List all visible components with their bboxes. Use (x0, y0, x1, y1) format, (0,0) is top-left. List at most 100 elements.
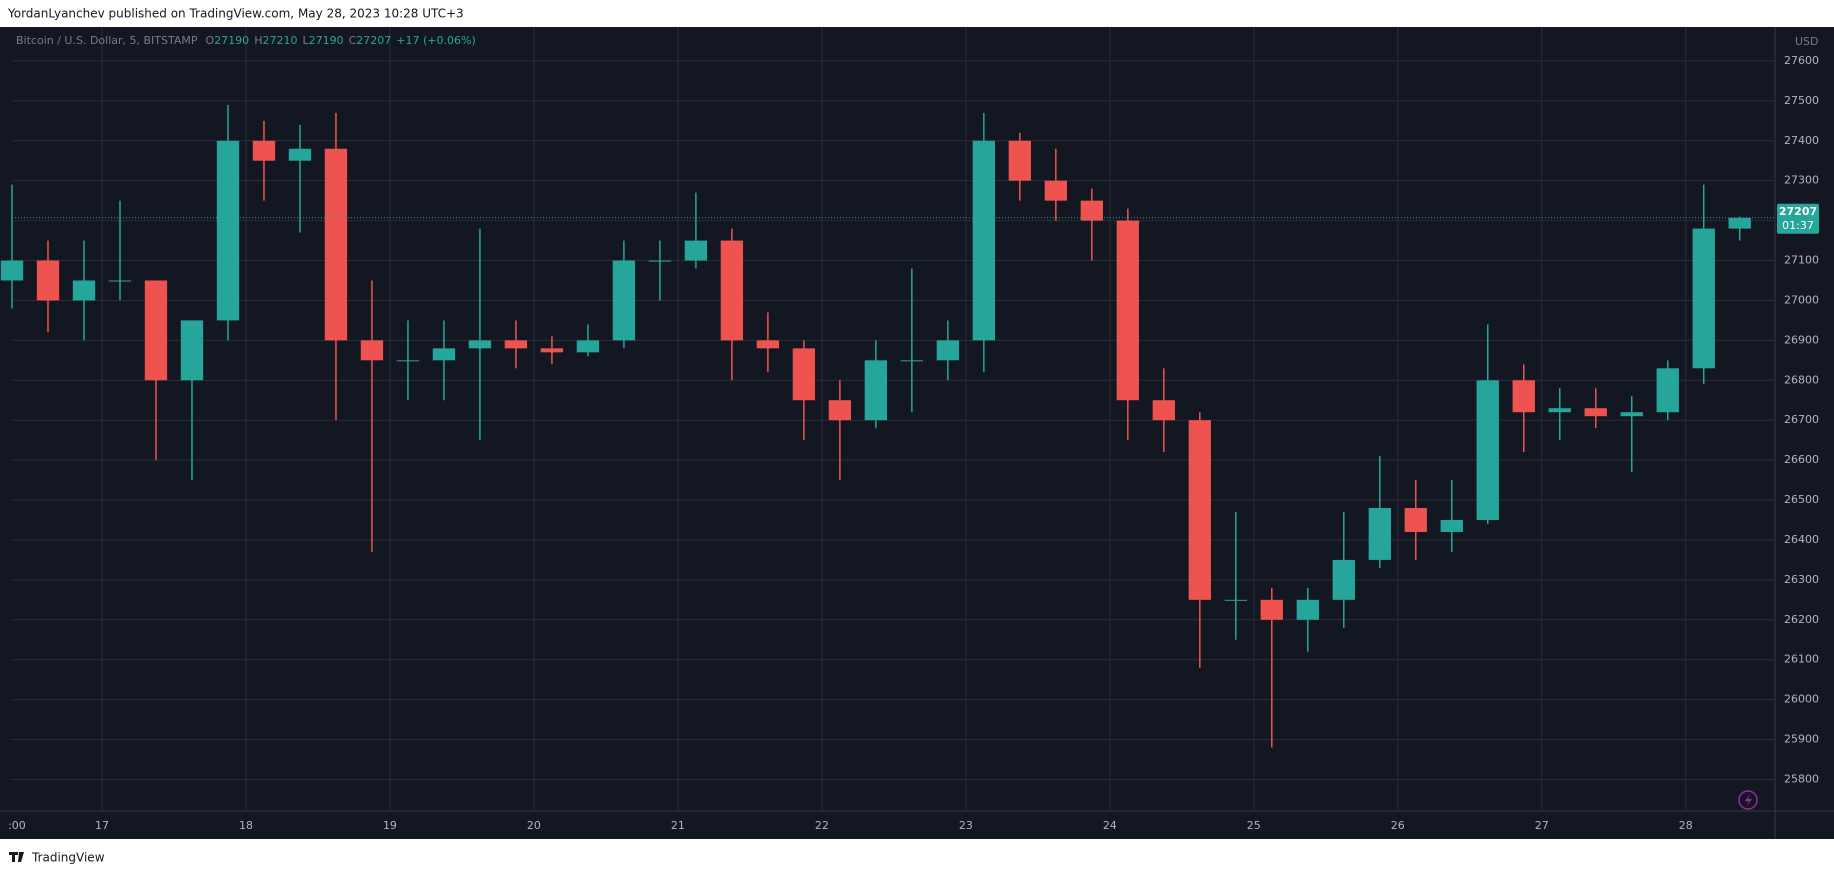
candle-body (756, 340, 780, 349)
candle (792, 340, 816, 441)
brand-name: TradingView (31, 851, 105, 865)
candle (0, 184, 24, 309)
y-tick-label: 26500 (1784, 493, 1819, 506)
candle-body (504, 340, 528, 349)
candle-body (108, 280, 132, 282)
candle (756, 312, 780, 373)
legend-item: L (302, 34, 309, 47)
x-tick-label: 28 (1679, 819, 1693, 832)
candle (900, 268, 924, 413)
candle-body (216, 140, 240, 321)
candle-body (1368, 508, 1391, 560)
y-tick-label: 26000 (1784, 693, 1819, 706)
legend-item: +17 (+0.06%) (396, 34, 475, 47)
y-tick-label: 25800 (1784, 772, 1819, 785)
lightning-glyph[interactable] (1745, 794, 1752, 806)
candles (0, 104, 1751, 748)
candle (324, 112, 348, 421)
candle-body (1332, 559, 1355, 600)
candle (1584, 388, 1607, 429)
candle-body (1188, 420, 1211, 600)
candle (1440, 480, 1463, 552)
price-tag-value: 27207 (1779, 205, 1817, 218)
price-tag (1777, 203, 1819, 234)
candle-body (1116, 220, 1139, 401)
candle (1512, 364, 1535, 453)
y-tick-label: 27100 (1784, 254, 1819, 267)
candle-body (144, 280, 168, 381)
y-tick-label: 26400 (1784, 533, 1819, 546)
candle (360, 280, 384, 552)
y-tick-label: 27600 (1784, 54, 1819, 67)
candle-body (1656, 368, 1679, 413)
currency: USD (1795, 35, 1819, 48)
candle-body (936, 340, 960, 361)
candle (576, 324, 600, 357)
candle-body (1692, 228, 1715, 369)
x-tick-label: 20 (527, 819, 541, 832)
candle-body (360, 340, 384, 361)
lightning-button[interactable] (1738, 790, 1758, 810)
candle-body (972, 140, 996, 341)
legend-item: 27190 (309, 34, 344, 47)
candle (252, 120, 276, 201)
candle (648, 240, 672, 301)
candle-body (1728, 217, 1751, 229)
candle-body (72, 280, 96, 301)
x-tick-label: 23 (959, 819, 973, 832)
candle (972, 112, 996, 373)
candle-body (0, 260, 24, 281)
candle (36, 240, 60, 333)
candle-body (540, 348, 564, 353)
candle (432, 320, 456, 401)
candle-body (1080, 200, 1103, 221)
candle-body (180, 320, 204, 381)
candle (936, 320, 960, 381)
candle-body (1512, 380, 1535, 413)
y-tick-label: 26100 (1784, 653, 1819, 666)
candle (180, 320, 204, 481)
candle (72, 240, 96, 341)
legend-item: Bitcoin / U.S. Dollar, 5, BITSTAMP (16, 34, 198, 47)
candle (1620, 396, 1643, 473)
y-tick-label: 27300 (1784, 174, 1819, 187)
y-tick-label: 27500 (1784, 94, 1819, 107)
candle-body (612, 260, 636, 341)
candle (1368, 456, 1391, 568)
x-tick-label: 19 (383, 819, 397, 832)
x-tick-label: 25 (1247, 819, 1261, 832)
candle-body (900, 360, 924, 362)
header: YordanLyanchev published on TradingView.… (7, 7, 464, 21)
candle (1656, 360, 1679, 421)
candle (684, 192, 708, 269)
y-tick-label: 26300 (1784, 573, 1819, 586)
candle (1476, 324, 1499, 524)
candle (540, 336, 564, 365)
candle (1188, 412, 1211, 668)
candle (144, 280, 168, 461)
candle (1404, 480, 1427, 560)
legend-item: 27190 (214, 34, 249, 47)
x-tick-label: 26 (1391, 819, 1405, 832)
candle-body (1044, 180, 1067, 201)
candle (1692, 184, 1715, 385)
candle-body (288, 148, 312, 161)
legend-item: 27210 (262, 34, 297, 47)
legend: Bitcoin / U.S. Dollar, 5, BITSTAMP O27190… (16, 34, 476, 47)
candle-body (1440, 519, 1463, 532)
x-tick-label: 18 (239, 819, 253, 832)
candle-body (1296, 599, 1319, 620)
candle (468, 228, 492, 441)
candle (1152, 368, 1175, 453)
lightning-icon[interactable] (1738, 790, 1758, 810)
y-tick-label: 26900 (1784, 333, 1819, 346)
candle-body (1548, 408, 1571, 413)
candle (720, 228, 744, 381)
candle (1080, 188, 1103, 261)
y-tick-label: 26600 (1784, 453, 1819, 466)
candle (396, 320, 420, 401)
legend-item: O (206, 34, 215, 47)
candle-body (324, 148, 348, 341)
candle (288, 124, 312, 233)
